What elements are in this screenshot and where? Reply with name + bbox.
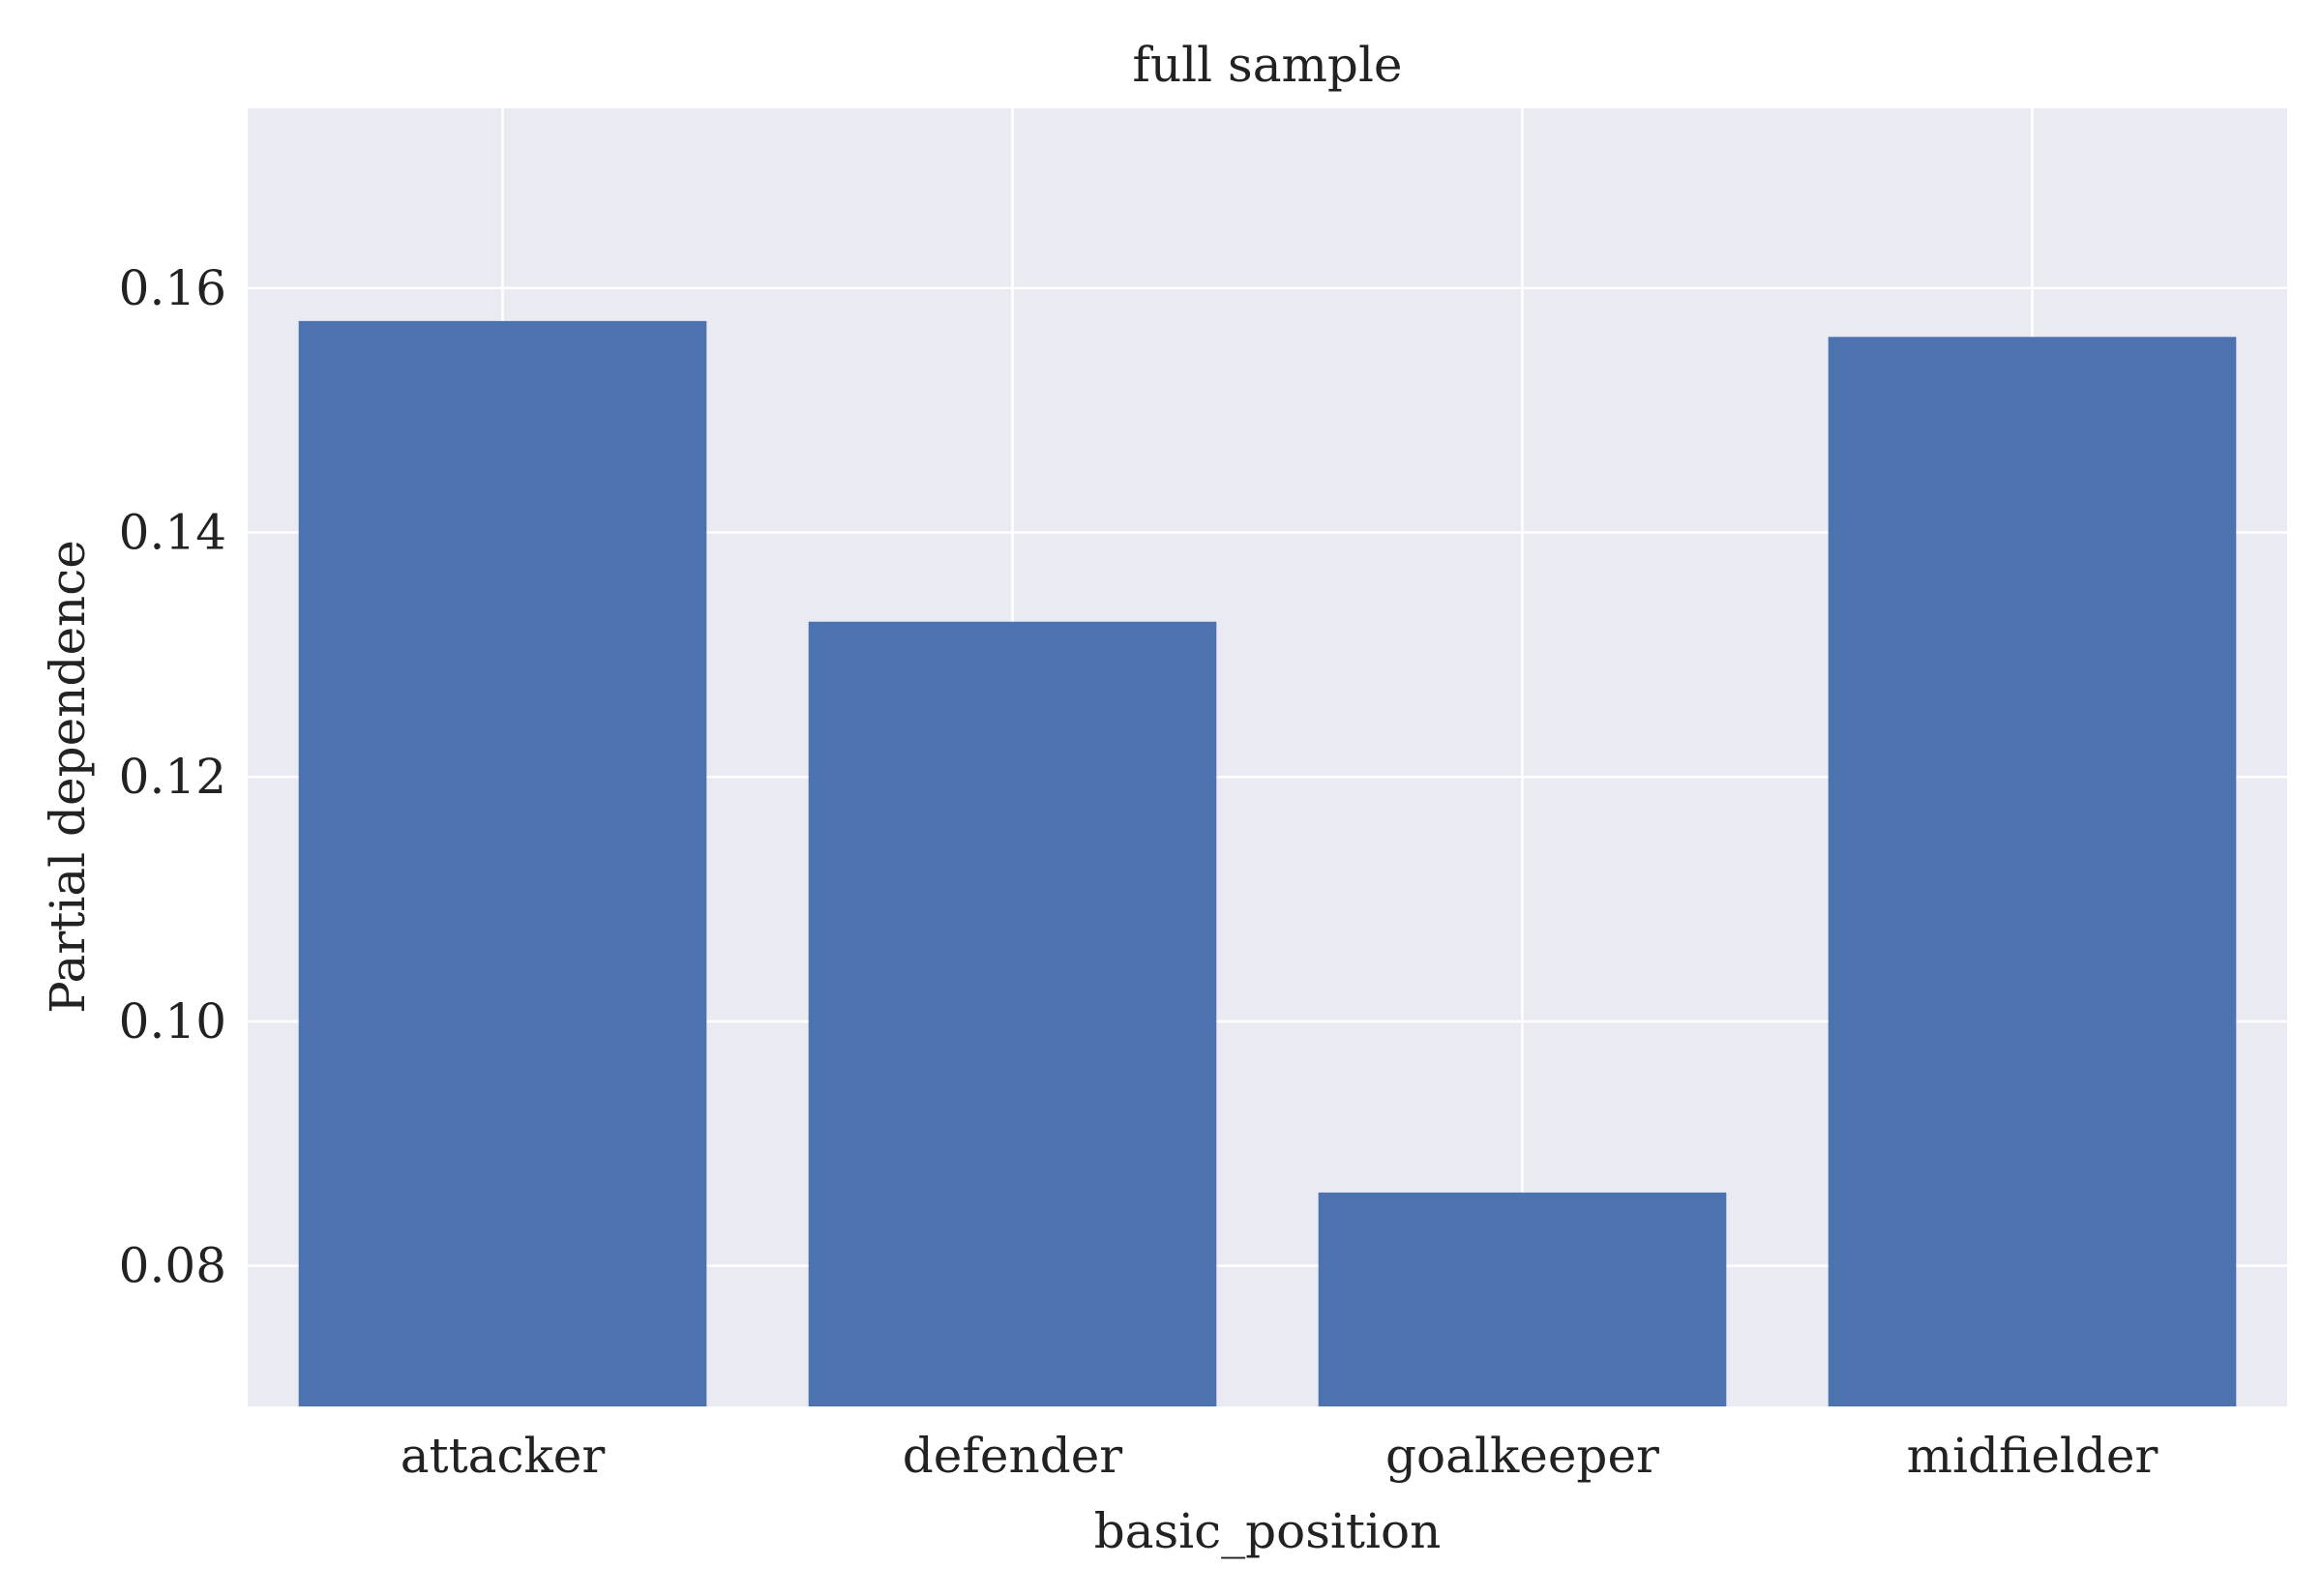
y-tick-label-1: 0.10 [119, 993, 226, 1049]
y-axis-ticks: 0.08 0.10 0.12 0.14 0.16 [119, 260, 226, 1294]
bar-midfielder [1828, 337, 2237, 1406]
y-tick-label-3: 0.14 [119, 504, 226, 560]
x-axis-ticks: attacker defender goalkeeper midfielder [401, 1428, 2158, 1484]
x-tick-label-goalkeeper: goalkeeper [1385, 1428, 1659, 1484]
x-axis-label: basic_position [1094, 1503, 1442, 1559]
bar-goalkeeper [1318, 1192, 1727, 1406]
y-tick-label-2: 0.12 [119, 749, 226, 805]
x-tick-label-defender: defender [903, 1428, 1122, 1484]
bar-defender [808, 621, 1217, 1406]
bar-attacker [298, 320, 707, 1406]
y-axis-label: Partial dependence [40, 540, 96, 1014]
x-tick-label-midfielder: midfielder [1907, 1428, 2158, 1484]
bars [298, 320, 2237, 1406]
y-tick-label-0: 0.08 [119, 1238, 226, 1294]
x-tick-label-attacker: attacker [401, 1428, 606, 1484]
chart-title: full sample [1132, 37, 1402, 93]
y-tick-label-4: 0.16 [119, 260, 226, 316]
